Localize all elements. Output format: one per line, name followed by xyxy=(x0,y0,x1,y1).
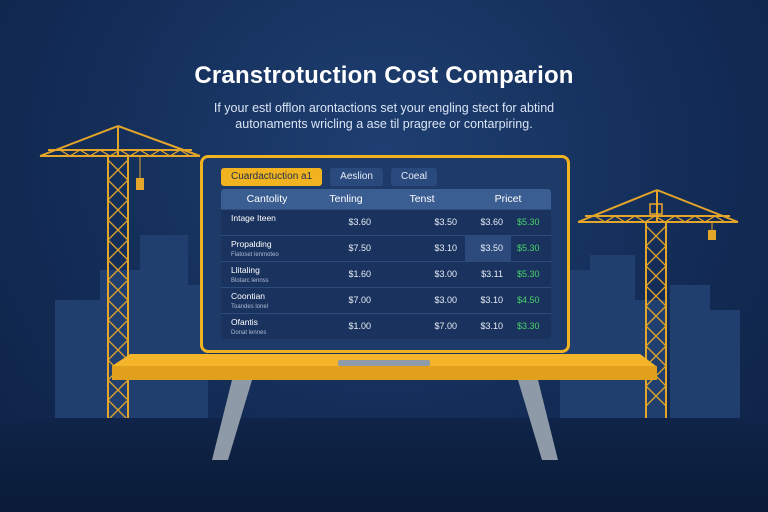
row-value-4: $5.30 xyxy=(517,243,540,253)
row-name: Coontian xyxy=(231,291,266,301)
table-row[interactable]: Propalding Flatoset lenmoteo $7.50 $3.10… xyxy=(221,235,551,261)
row-name-cell: Llitaling Blotarc lennss xyxy=(221,262,313,287)
row-value-2: $3.50 xyxy=(434,217,457,227)
row-subname: Donat lennes xyxy=(231,330,267,336)
table-row[interactable]: Llitaling Blotarc lennss $1.60 $3.00 $3.… xyxy=(221,261,551,287)
row-value-2: $3.10 xyxy=(434,243,457,253)
page-subtitle: If your estl offlon arontactions set you… xyxy=(0,100,768,132)
row-value-1: $3.60 xyxy=(348,217,371,227)
subtitle-line-2: autonaments wricling a ase til pragree o… xyxy=(235,117,533,131)
row-value-3-highlighted: $3.50 xyxy=(465,236,511,261)
row-name-cell: Ofantis Donat lennes xyxy=(221,314,313,339)
column-header-tenst[interactable]: Tenst xyxy=(409,193,435,205)
row-value-1: $7.50 xyxy=(348,243,371,253)
row-value-4: $5.30 xyxy=(517,217,540,227)
tab-bar: Cuardactuction a1 Aeslion Coeal xyxy=(221,168,438,186)
right-crane-hook-icon xyxy=(708,230,716,240)
row-value-1: $7.00 xyxy=(348,295,371,305)
row-name: Propalding xyxy=(231,239,272,249)
subtitle-line-1: If your estl offlon arontactions set you… xyxy=(213,101,555,115)
row-value-3: $3.10 xyxy=(480,321,503,331)
comparison-monitor: Cuardactuction a1 Aeslion Coeal Cantolit… xyxy=(200,155,570,353)
tab-construction[interactable]: Cuardactuction a1 xyxy=(221,168,323,186)
table-row[interactable]: Coontian Toandes lonel $7.00 $3.00 $3.10… xyxy=(221,287,551,313)
table-header: Cantolity Tenling Tenst Pricet xyxy=(221,189,551,209)
row-value-2: $3.00 xyxy=(434,295,457,305)
table-row[interactable]: Ofantis Donat lennes $1.00 $7.00 $3.10 $… xyxy=(221,313,551,339)
row-name-cell: Coontian Toandes lonel xyxy=(221,288,313,313)
row-value-3: $3.60 xyxy=(480,217,503,227)
row-value-2: $3.00 xyxy=(434,269,457,279)
row-name-cell: Intage Iteen xyxy=(221,210,313,235)
row-subname: Flatoset lenmoteo xyxy=(231,252,279,258)
row-value-1: $1.00 xyxy=(348,321,371,331)
ground xyxy=(0,418,768,512)
column-header-pricet[interactable]: Pricet xyxy=(494,193,522,205)
row-value-3: $3.10 xyxy=(480,295,503,305)
page-title: Cranstrotuction Cost Comparion xyxy=(194,62,574,89)
row-name: Intage Iteen xyxy=(231,213,276,223)
row-value-1: $1.60 xyxy=(348,269,371,279)
tab-aeslion[interactable]: Aeslion xyxy=(330,168,383,186)
row-value-3: $3.11 xyxy=(481,269,503,279)
row-value-2: $7.00 xyxy=(434,321,457,331)
row-value-4: $3.30 xyxy=(517,321,540,331)
row-name-cell: Propalding Flatoset lenmoteo xyxy=(221,236,313,261)
tab-coeal[interactable]: Coeal xyxy=(390,168,438,186)
row-subname: Blotarc lennss xyxy=(231,278,269,284)
left-crane-icon xyxy=(39,125,201,430)
row-name: Llitaling xyxy=(231,265,260,275)
table-row[interactable]: Intage Iteen $3.60 $3.50 $3.60 $5.30 xyxy=(221,209,551,235)
row-name: Ofantis xyxy=(231,317,258,327)
row-value-4: $5.30 xyxy=(517,269,540,279)
cost-table: Cantolity Tenling Tenst Pricet Intage It… xyxy=(221,189,551,339)
column-header-cantolity[interactable]: Cantolity xyxy=(246,193,288,205)
row-value-4: $4.50 xyxy=(517,295,540,305)
column-header-tenling[interactable]: Tenling xyxy=(329,193,363,205)
left-crane-hook-icon xyxy=(136,178,144,190)
row-subname: Toandes lonel xyxy=(231,304,269,310)
